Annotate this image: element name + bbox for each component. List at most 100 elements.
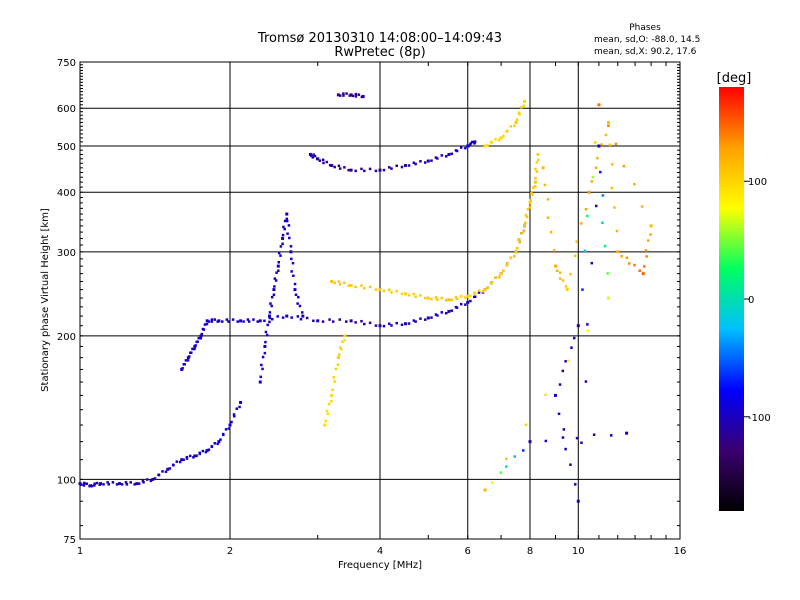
data-point — [117, 482, 121, 486]
data-point — [455, 306, 459, 309]
data-point — [552, 249, 556, 252]
data-point — [263, 319, 266, 323]
data-point — [412, 161, 416, 165]
data-point — [125, 483, 129, 486]
data-point — [347, 284, 350, 287]
data-point — [590, 261, 594, 265]
data-point — [277, 260, 281, 264]
data-point — [368, 167, 372, 171]
data-point — [330, 279, 334, 283]
data-point — [569, 463, 572, 466]
data-point — [277, 269, 280, 273]
data-point — [645, 255, 648, 258]
data-point — [157, 473, 161, 477]
data-point — [258, 319, 262, 323]
data-point — [473, 292, 477, 295]
data-point — [102, 483, 105, 486]
data-point — [469, 294, 472, 298]
data-point — [82, 484, 86, 487]
data-point — [514, 250, 518, 254]
data-point — [310, 154, 313, 158]
data-point — [477, 291, 481, 294]
data-point — [535, 161, 539, 164]
data-point — [290, 270, 293, 273]
data-point — [374, 324, 378, 327]
data-point — [288, 236, 291, 240]
data-point — [279, 245, 283, 248]
data-point — [338, 167, 342, 170]
data-point — [555, 269, 559, 273]
data-point — [447, 309, 451, 313]
grid — [80, 62, 680, 539]
x-tick-label: 2 — [227, 546, 233, 557]
data-point — [524, 213, 528, 217]
data-point — [224, 428, 228, 431]
data-point — [151, 477, 155, 481]
data-point — [533, 180, 537, 184]
data-point — [499, 471, 503, 474]
data-point — [502, 134, 505, 138]
x-axis-label: Frequency [MHz] — [338, 560, 422, 571]
data-point — [382, 324, 386, 328]
data-point — [349, 93, 353, 97]
data-point — [528, 440, 532, 444]
data-point — [322, 161, 325, 165]
data-point — [247, 320, 251, 323]
data-point — [522, 229, 526, 233]
data-point — [182, 458, 185, 462]
data-point — [440, 154, 444, 157]
data-point — [210, 445, 214, 449]
data-point — [258, 380, 262, 384]
data-point — [374, 169, 378, 173]
data-point — [515, 246, 519, 250]
data-point — [486, 286, 489, 289]
data-point — [80, 483, 83, 486]
data-point — [193, 454, 197, 458]
data-point — [287, 224, 291, 227]
data-point — [78, 482, 82, 486]
data-point — [569, 272, 572, 276]
data-point — [292, 274, 295, 277]
data-point — [597, 144, 601, 148]
data-point — [513, 455, 517, 458]
data-point — [331, 320, 335, 323]
data-point — [182, 363, 186, 366]
data-point — [368, 285, 372, 289]
data-point — [469, 299, 472, 303]
data-point — [205, 319, 209, 323]
data-point — [454, 296, 458, 299]
data-point — [558, 277, 562, 280]
data-point — [187, 355, 191, 358]
data-point — [536, 152, 540, 156]
data-point — [354, 92, 358, 96]
data-point — [311, 156, 315, 159]
data-point — [323, 423, 327, 427]
data-point — [597, 103, 601, 107]
data-point — [357, 93, 361, 96]
data-point — [436, 314, 439, 317]
data-point — [203, 323, 207, 326]
data-point — [557, 412, 561, 416]
data-point — [419, 294, 422, 297]
data-point — [283, 227, 286, 231]
data-point — [193, 347, 196, 351]
data-point — [534, 167, 537, 171]
data-point — [106, 481, 109, 484]
data-point — [195, 454, 198, 458]
data-point — [374, 288, 378, 291]
data-point — [137, 482, 141, 485]
data-point — [299, 317, 303, 321]
data-point — [181, 367, 184, 370]
data-point — [499, 136, 503, 140]
colorbar-label: [deg] — [717, 71, 752, 86]
data-point — [360, 284, 363, 287]
data-point — [349, 168, 353, 172]
data-point — [524, 423, 528, 427]
data-point — [590, 180, 594, 183]
data-point — [232, 413, 236, 416]
data-point — [282, 225, 285, 229]
data-point — [338, 318, 341, 321]
data-point — [436, 298, 439, 301]
data-point — [281, 242, 284, 246]
data-point — [561, 369, 565, 373]
